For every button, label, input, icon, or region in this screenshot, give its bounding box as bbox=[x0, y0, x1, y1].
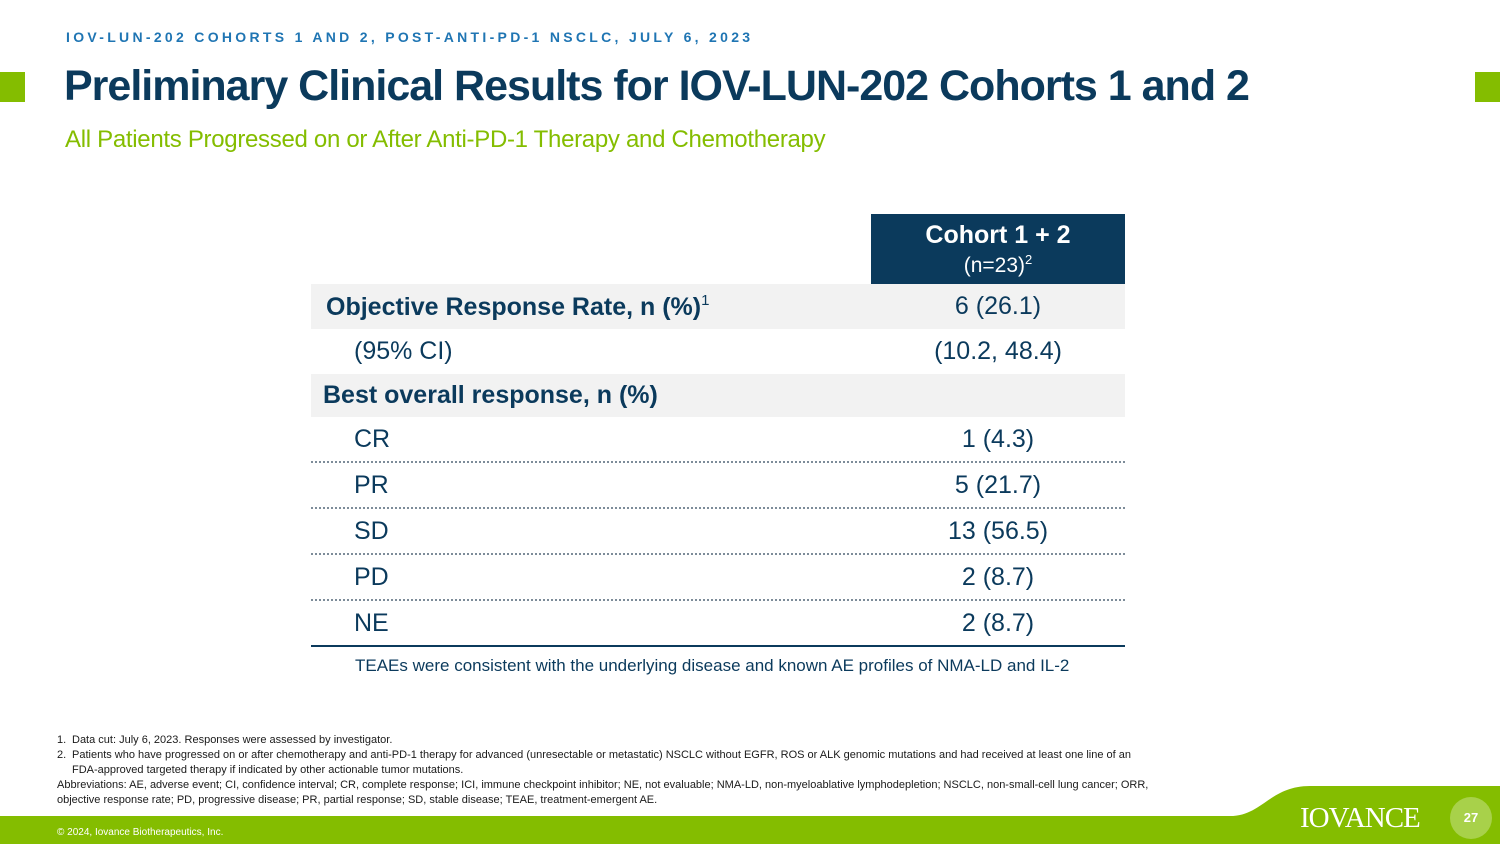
response-label: PD bbox=[354, 562, 389, 591]
results-table: Cohort 1 + 2 (n=23)2 Objective Response … bbox=[311, 214, 1125, 647]
footnote-item: 1. Data cut: July 6, 2023. Responses wer… bbox=[57, 733, 1157, 748]
response-value: 2 (8.7) bbox=[961, 562, 1035, 591]
right-accent-bar bbox=[1475, 72, 1500, 102]
table-row-ci: (95% CI) (10.2, 48.4) bbox=[311, 329, 1125, 374]
cohort-n-text: (n=23) bbox=[963, 254, 1026, 277]
response-label: SD bbox=[354, 516, 389, 545]
table-row-pd: PD 2 (8.7) bbox=[311, 555, 1125, 601]
footnote-item: 2. Patients who have progressed on or af… bbox=[57, 748, 1157, 778]
response-value: 2 (8.7) bbox=[961, 608, 1035, 637]
response-label: NE bbox=[354, 608, 389, 637]
table-row-ne: NE 2 (8.7) bbox=[311, 601, 1125, 647]
ci-value: (10.2, 48.4) bbox=[934, 337, 1062, 365]
table-header-row: Cohort 1 + 2 (n=23)2 bbox=[311, 214, 1125, 284]
cohort-column-header: Cohort 1 + 2 (n=23)2 bbox=[871, 214, 1125, 284]
footnote-number: 2. bbox=[57, 749, 67, 761]
table-row-cr: CR 1 (4.3) bbox=[311, 417, 1125, 463]
page-number-badge: 27 bbox=[1450, 797, 1492, 839]
left-accent-bar bbox=[0, 72, 25, 102]
footnote-text: Data cut: July 6, 2023. Responses were a… bbox=[72, 734, 393, 746]
orr-value: 6 (26.1) bbox=[954, 292, 1042, 320]
response-value: 1 (4.3) bbox=[961, 424, 1035, 453]
cohort-column-n: (n=23)2 bbox=[871, 252, 1125, 278]
footnote-text: Patients who have progressed on or after… bbox=[72, 749, 1132, 776]
response-label: CR bbox=[354, 424, 391, 453]
footnote-number: 1. bbox=[57, 734, 67, 746]
orr-footnote: 1 bbox=[701, 291, 710, 309]
bor-label: Best overall response, n (%) bbox=[323, 381, 658, 409]
copyright-text: © 2024, Iovance Biotherapeutics, Inc. bbox=[57, 827, 224, 838]
table-row-orr: Objective Response Rate, n (%)1 6 (26.1) bbox=[311, 284, 1125, 329]
response-value: 5 (21.7) bbox=[954, 470, 1042, 499]
orr-label: Objective Response Rate, n (%)1 bbox=[311, 292, 871, 322]
slide-title: Preliminary Clinical Results for IOV-LUN… bbox=[64, 62, 1250, 110]
response-value: 13 (56.5) bbox=[947, 516, 1049, 545]
table-row-pr: PR 5 (21.7) bbox=[311, 463, 1125, 509]
ci-label: (95% CI) bbox=[354, 337, 453, 365]
cohort-column-title: Cohort 1 + 2 bbox=[925, 221, 1071, 249]
slide-subtitle: All Patients Progressed on or After Anti… bbox=[65, 126, 826, 153]
table-row-best-overall-response: Best overall response, n (%) bbox=[311, 374, 1125, 417]
teae-note: TEAEs were consistent with the underlyin… bbox=[355, 656, 1070, 675]
orr-label-text: Objective Response Rate, n (%) bbox=[326, 292, 702, 321]
cohort-n-footnote: 2 bbox=[1025, 252, 1033, 267]
abbreviations: Abbreviations: AE, adverse event; CI, co… bbox=[57, 779, 1149, 806]
response-label: PR bbox=[354, 470, 389, 499]
slide-kicker: IOV-LUN-202 COHORTS 1 AND 2, POST-ANTI-P… bbox=[66, 29, 754, 45]
table-row-sd: SD 13 (56.5) bbox=[311, 509, 1125, 555]
iovance-logo: IOVANCE bbox=[1300, 802, 1421, 834]
footer-wave-shape bbox=[0, 786, 1500, 844]
footnotes: 1. Data cut: July 6, 2023. Responses wer… bbox=[57, 733, 1157, 808]
